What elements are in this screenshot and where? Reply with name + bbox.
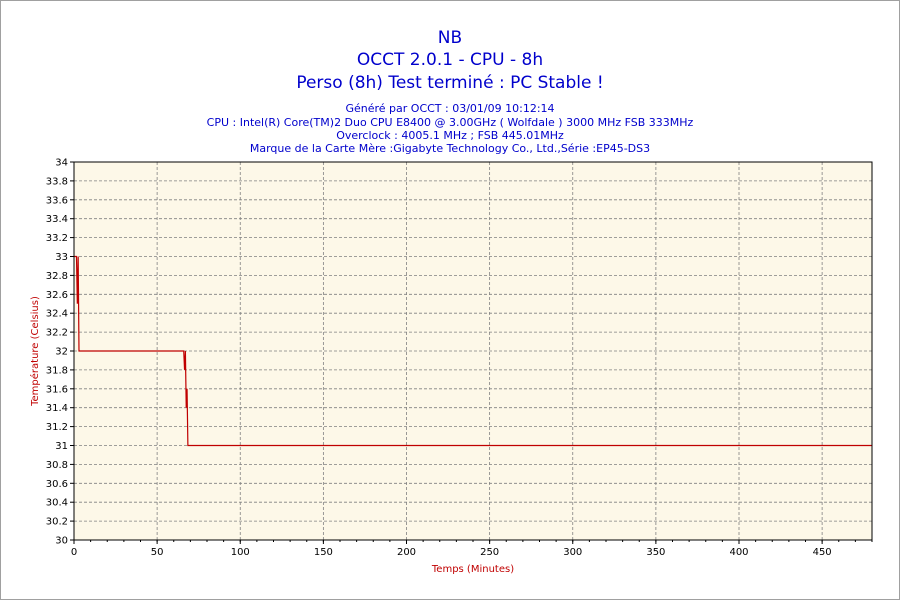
chart-title-result: Perso (8h) Test terminé : PC Stable ! <box>296 73 604 93</box>
chart-title-test: OCCT 2.0.1 - CPU - 8h <box>356 50 544 70</box>
y-tick-label: 33.6 <box>46 195 68 206</box>
plot-area <box>74 162 872 540</box>
y-tick-label: 33.8 <box>46 176 68 187</box>
y-tick-label: 32.6 <box>46 290 68 301</box>
chart-title-name: NB <box>437 28 463 48</box>
temperature-series-line <box>74 255 872 447</box>
y-tick-label: 31.8 <box>46 365 68 376</box>
y-tick-label: 31.6 <box>46 384 68 395</box>
axis-ticks: 30 30.2 30.4 30.6 30.8 31 31.2 31.4 31.6 31.8 32 32… <box>46 158 873 558</box>
y-tick-label: 31.4 <box>46 403 68 414</box>
x-tick-label: 0 <box>71 547 77 558</box>
x-tick-label: 300 <box>563 547 582 558</box>
y-tick-label: 33.4 <box>46 214 68 225</box>
plot-border <box>73 161 873 541</box>
x-axis-label: Temps (Minutes) <box>431 564 514 575</box>
y-tick-label: 30.8 <box>46 460 68 471</box>
chart-info-overclock: Overclock : 4005.1 MHz ; FSB 445.01MHz <box>336 129 564 142</box>
x-tick-label: 350 <box>646 547 665 558</box>
y-tick-label: 32 <box>55 347 68 358</box>
y-tick-label: 30.2 <box>46 517 68 528</box>
x-tick-label: 250 <box>480 547 499 558</box>
y-tick-label: 30 <box>55 536 68 547</box>
x-tick-label: 450 <box>813 547 832 558</box>
grid <box>74 162 872 540</box>
x-tick-label: 400 <box>729 547 748 558</box>
x-tick-label: 100 <box>231 547 250 558</box>
x-tick-label: 200 <box>397 547 416 558</box>
y-tick-label: 34 <box>55 158 68 169</box>
y-tick-label: 33 <box>55 252 68 263</box>
x-tick-label: 150 <box>314 547 333 558</box>
y-tick-label: 30.6 <box>46 479 68 490</box>
chart-info-cpu: CPU : Intel(R) Core(TM)2 Duo CPU E8400 @… <box>206 116 694 129</box>
y-tick-label: 32.8 <box>46 271 68 282</box>
y-tick-label: 31 <box>55 441 68 452</box>
y-tick-label: 33.2 <box>46 233 68 244</box>
y-tick-label: 32.2 <box>46 328 68 339</box>
chart-info-motherboard: Marque de la Carte Mère :Gigabyte Techno… <box>249 142 651 155</box>
y-axis-label: Température (Celsius) <box>29 296 41 407</box>
x-tick-label: 50 <box>151 547 164 558</box>
y-tick-label: 32.4 <box>46 309 68 320</box>
y-tick-label: 30.4 <box>46 498 68 509</box>
chart-info-generated: Généré par OCCT : 03/01/09 10:12:14 <box>345 102 555 115</box>
y-tick-label: 31.2 <box>46 422 68 433</box>
